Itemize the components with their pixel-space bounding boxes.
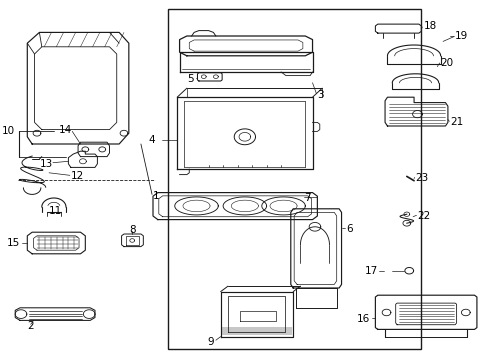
Text: 3: 3 [317,90,324,100]
Text: 7: 7 [304,193,310,203]
Text: 9: 9 [207,337,214,347]
Text: 19: 19 [454,31,468,41]
Text: 17: 17 [364,266,377,276]
Text: 5: 5 [187,74,194,84]
Text: 15: 15 [7,238,20,248]
Text: 12: 12 [71,171,84,181]
Text: 11: 11 [49,206,62,216]
Text: 2: 2 [27,321,34,331]
Text: 4: 4 [148,135,155,145]
Text: 14: 14 [59,125,72,135]
Text: 22: 22 [417,211,430,221]
Text: 23: 23 [415,173,428,183]
Text: 20: 20 [440,58,453,68]
Text: 18: 18 [423,21,436,31]
Text: 13: 13 [40,159,53,169]
Text: 21: 21 [449,117,463,127]
Bar [167,9,421,349]
Text: 16: 16 [357,314,370,324]
Text: 1: 1 [153,191,159,201]
Text: 8: 8 [129,225,135,235]
Text: 6: 6 [346,224,352,234]
Text: 10: 10 [2,126,15,136]
